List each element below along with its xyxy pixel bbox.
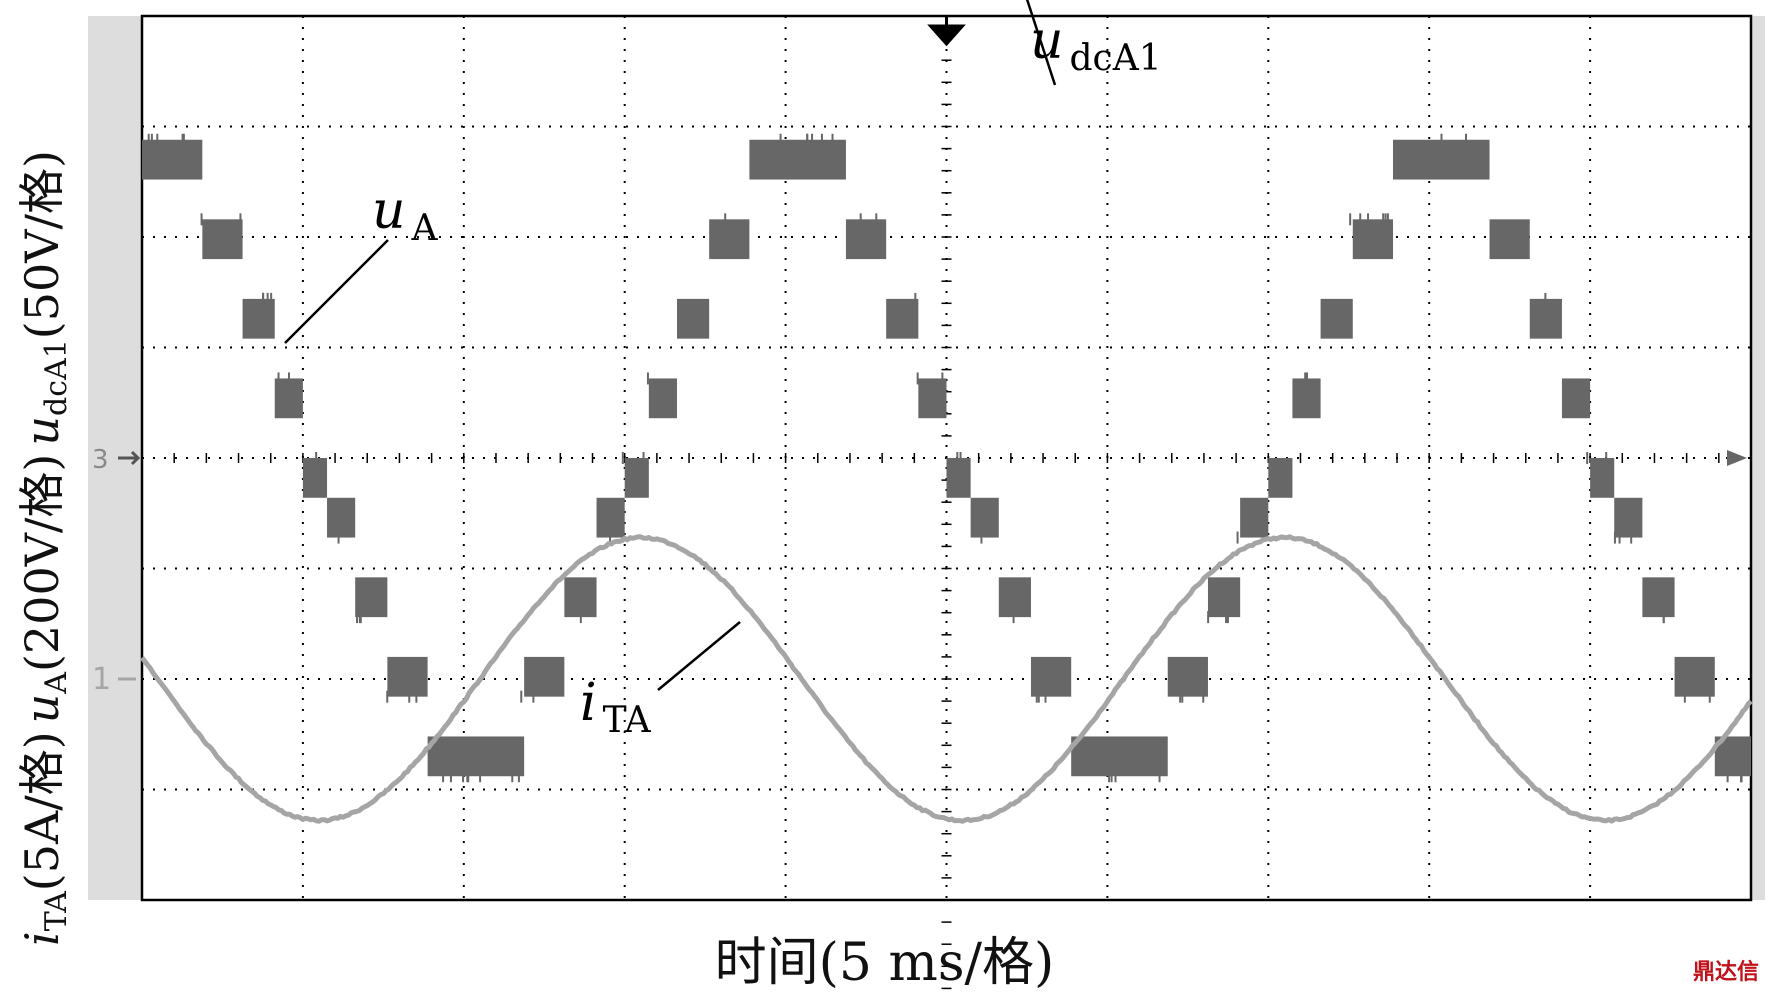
ylabel-i-symbol: i <box>15 931 69 946</box>
series-uA-step <box>970 497 999 538</box>
series-uA-step <box>845 219 887 260</box>
series-uA-step <box>624 458 649 498</box>
series-uA-step <box>1392 139 1490 180</box>
label-iTA: i TA <box>580 673 652 741</box>
label-udcA1-symbol: u <box>1030 11 1064 71</box>
label-uA-leader <box>284 239 389 344</box>
series-uA-step <box>427 736 525 777</box>
series-uA-step <box>387 656 428 697</box>
series-uA-step <box>1240 497 1269 538</box>
ylabel-u-symbol: u <box>15 694 69 724</box>
label-iTA-subscript: TA <box>603 700 652 741</box>
series-uA-step <box>648 378 677 419</box>
ylabel-u-subscript: A <box>39 672 74 695</box>
series-uA-step <box>1292 378 1321 419</box>
watermark-logo: 鼎达信 <box>1692 960 1759 985</box>
series-uA-step <box>1561 378 1591 419</box>
screen-right-bezel <box>1751 16 1765 900</box>
marker-channel-1: 1 <box>92 662 111 697</box>
marker-trigger-level <box>1727 450 1747 466</box>
ylabel-udc-subscript: dcA1 <box>39 339 74 416</box>
series-uA-step <box>946 458 971 498</box>
series-uA-step <box>998 577 1031 618</box>
marker-trigger-position <box>927 16 966 47</box>
series-uA-step <box>202 219 243 260</box>
label-udcA1-subscript: dcA1 <box>1070 38 1162 79</box>
label-iTA-leader <box>657 621 741 691</box>
label-udcA1-leader <box>1025 0 1057 86</box>
y-axis-label: iTA(5A/格)uA(200V/格)udcA1(50V/格) <box>15 150 74 946</box>
marker-channel-3-arrow <box>118 450 141 466</box>
label-udcA1: u dcA1 <box>1030 11 1162 79</box>
ylabel-udc-scale: (50V/格) <box>15 150 69 339</box>
series-uA-step <box>1674 656 1715 697</box>
label-uA-symbol: u <box>372 181 406 241</box>
marker-channel-3: 3 <box>92 445 109 475</box>
series-uA-step <box>355 577 388 618</box>
series-uA-step <box>1071 736 1168 777</box>
series-uA-step <box>242 298 275 339</box>
series-uA-step <box>1614 497 1643 538</box>
label-uA-subscript: A <box>411 208 439 249</box>
series-uA-step <box>524 656 565 697</box>
series-uA-step <box>1529 298 1562 339</box>
series-uA-step <box>1489 219 1530 260</box>
series-uA-step <box>1207 577 1241 618</box>
series-uA-step <box>1590 458 1615 498</box>
svg-text:iTA(5A/格)uA(200V/格)udcA1(50V/格: iTA(5A/格)uA(200V/格)udcA1(50V/格) <box>15 150 74 946</box>
series-uA-step <box>1320 298 1353 339</box>
series-iTA-trace <box>140 534 1753 824</box>
ylabel-udc-symbol: u <box>15 416 69 446</box>
series-uA-step <box>596 497 625 538</box>
series-uA-step <box>564 577 597 618</box>
series-uA-step <box>274 378 303 419</box>
series-uA-step <box>142 139 203 180</box>
ylabel-u-scale: (200V/格) <box>15 454 69 672</box>
x-axis-label: 时间(5 ms/格) <box>714 933 1055 993</box>
series-uA-step <box>1268 458 1293 498</box>
series-uA-step <box>1167 656 1208 697</box>
series-uA-step <box>1352 219 1393 260</box>
ylabel-i-subscript: TA <box>39 891 74 931</box>
series-uA-step <box>327 497 356 538</box>
series-uA-step <box>1642 577 1675 618</box>
series-uA-step <box>676 298 710 339</box>
series-uA-step <box>1030 656 1072 697</box>
label-iTA-symbol: i <box>580 673 597 733</box>
ylabel-i-scale: (5A/格) <box>15 731 69 891</box>
series-uA-step <box>886 298 919 339</box>
series-layer <box>140 133 1753 824</box>
series-uA-step <box>918 378 947 419</box>
series-uA-step <box>709 219 750 260</box>
series-uA-step <box>302 458 328 498</box>
series-uA-step <box>749 139 846 180</box>
